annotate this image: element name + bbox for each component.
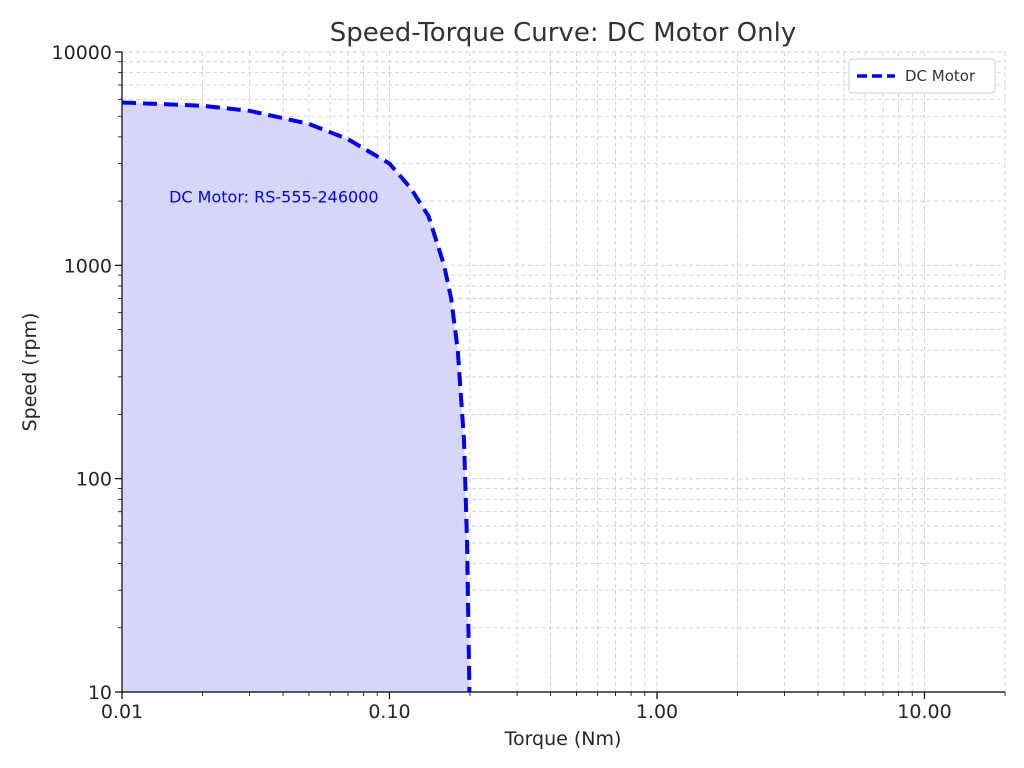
legend-label: DC Motor	[905, 67, 976, 85]
legend-box	[848, 58, 996, 94]
series-lines	[121, 100, 472, 693]
chart-title: Speed-Torque Curve: DC Motor Only	[330, 18, 796, 48]
x-tick-label: 1.00	[636, 701, 678, 723]
series-area-fill	[122, 102, 470, 693]
series-line-dc-motor	[121, 100, 472, 693]
annotation-label: DC Motor: RS-555-246000	[169, 188, 378, 207]
x-axis-title: Torque (Nm)	[504, 728, 622, 750]
area-fill	[122, 102, 470, 693]
x-tick-label: 0.01	[101, 701, 143, 723]
y-tick-label: 1000	[64, 255, 112, 277]
legend: DC Motor	[848, 58, 996, 94]
axes: 0.01 0.10 1.00 10.00 10 100 1000 10000	[52, 42, 1006, 723]
x-tick-label: 0.10	[368, 701, 410, 723]
annotations: DC Motor: RS-555-246000	[169, 188, 378, 207]
y-tick-label: 10000	[52, 42, 112, 64]
y-axis-title: Speed (rpm)	[19, 313, 41, 432]
y-tick-label: 100	[76, 469, 112, 491]
x-tick-label: 10.00	[897, 701, 951, 723]
y-tick-label: 10	[88, 682, 112, 704]
